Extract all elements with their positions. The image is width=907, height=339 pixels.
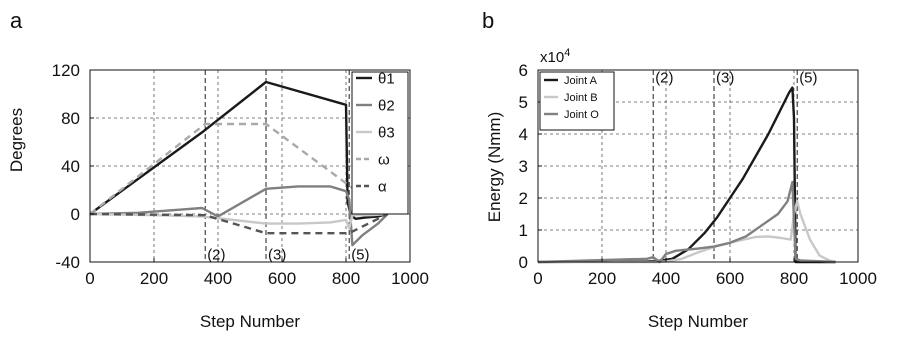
- series-line: [89, 80, 388, 221]
- x-tick-label: 1000: [839, 269, 877, 288]
- x-tick-label: 600: [268, 269, 296, 288]
- series-line: [538, 199, 836, 264]
- panel-label-b: b: [482, 8, 494, 33]
- phase-label: (3): [716, 69, 734, 86]
- legend-label: θ3: [378, 124, 395, 141]
- x-tick-label: 200: [588, 269, 616, 288]
- y-tick-label: 5: [519, 93, 528, 112]
- x-tick-label: 600: [716, 269, 744, 288]
- series-line: [89, 212, 389, 235]
- series-a: [89, 80, 389, 247]
- panel-a: a Degrees Step Number (2) (3) (5) 0 200 400 6…: [7, 8, 429, 331]
- exponent-label-b: x104: [540, 47, 570, 66]
- phase-label: (5): [799, 69, 817, 86]
- exponent-power: 4: [564, 47, 570, 59]
- phase-lines-a: (2) (3) (5): [204, 70, 370, 264]
- y-tick-label: -40: [55, 253, 80, 272]
- x-tick-label: 1000: [391, 269, 429, 288]
- y-tick-label: 4: [519, 125, 528, 144]
- phase-label: (5): [351, 247, 369, 264]
- y-axis-label-a: Degrees: [7, 108, 26, 172]
- x-axis-label-b: Step Number: [648, 312, 748, 331]
- y-tick-label: 0: [519, 253, 528, 272]
- y-axis-label-b: Energy (Nmm): [485, 112, 504, 223]
- phase-label: (2): [655, 69, 673, 86]
- phase-lines-b: (2) (3) (5): [652, 69, 818, 262]
- y-tick-label: 80: [61, 109, 80, 128]
- x-tick-label: 0: [533, 269, 542, 288]
- y-tick-label: 40: [61, 157, 80, 176]
- panel-b: b x104 Energy (Nmm) Step Number (2) (3) (5…: [482, 8, 877, 331]
- x-tick-label: 200: [140, 269, 168, 288]
- series-line: [537, 180, 836, 264]
- ticks-a: 0 200 400 600 800 1000 -40 0 40 80 120: [52, 61, 429, 288]
- x-axis-label-a: Step Number: [200, 312, 300, 331]
- x-tick-label: 800: [332, 269, 360, 288]
- legend-label: ω: [378, 151, 390, 168]
- legend-b: Joint A Joint B Joint O: [539, 71, 615, 131]
- series-line: [89, 122, 389, 215]
- legend-box-a: [351, 71, 409, 215]
- x-tick-label: 400: [204, 269, 232, 288]
- y-tick-label: 3: [519, 157, 528, 176]
- legend-label: Joint O: [564, 109, 599, 121]
- x-tick-label: 400: [652, 269, 680, 288]
- y-tick-label: 1: [519, 221, 528, 240]
- exponent-base: x10: [540, 49, 564, 66]
- phase-label: (2): [207, 247, 225, 264]
- x-tick-label: 800: [780, 269, 808, 288]
- legend-label: θ1: [378, 70, 395, 87]
- legend-box-b: [539, 71, 615, 131]
- y-tick-label: 2: [519, 189, 528, 208]
- y-tick-label: 120: [52, 61, 80, 80]
- ticks-b: 0 200 400 600 800 1000 0 1 2 3 4 5 6: [519, 61, 877, 288]
- series-line: [537, 86, 836, 264]
- series-line: [89, 185, 389, 247]
- legend-a: θ1 θ2 θ3 ωα: [351, 70, 409, 215]
- y-tick-label: 6: [519, 61, 528, 80]
- y-tick-label: 0: [71, 205, 80, 224]
- legend-label: Joint B: [564, 92, 598, 104]
- legend-label: θ2: [378, 97, 395, 114]
- x-tick-label: 0: [85, 269, 94, 288]
- panel-label-a: a: [10, 8, 23, 33]
- legend-label: α: [378, 178, 387, 195]
- series-b: [537, 86, 836, 264]
- phase-label: (3): [268, 247, 286, 264]
- legend-label: Joint A: [564, 75, 598, 87]
- series-line: [89, 212, 388, 230]
